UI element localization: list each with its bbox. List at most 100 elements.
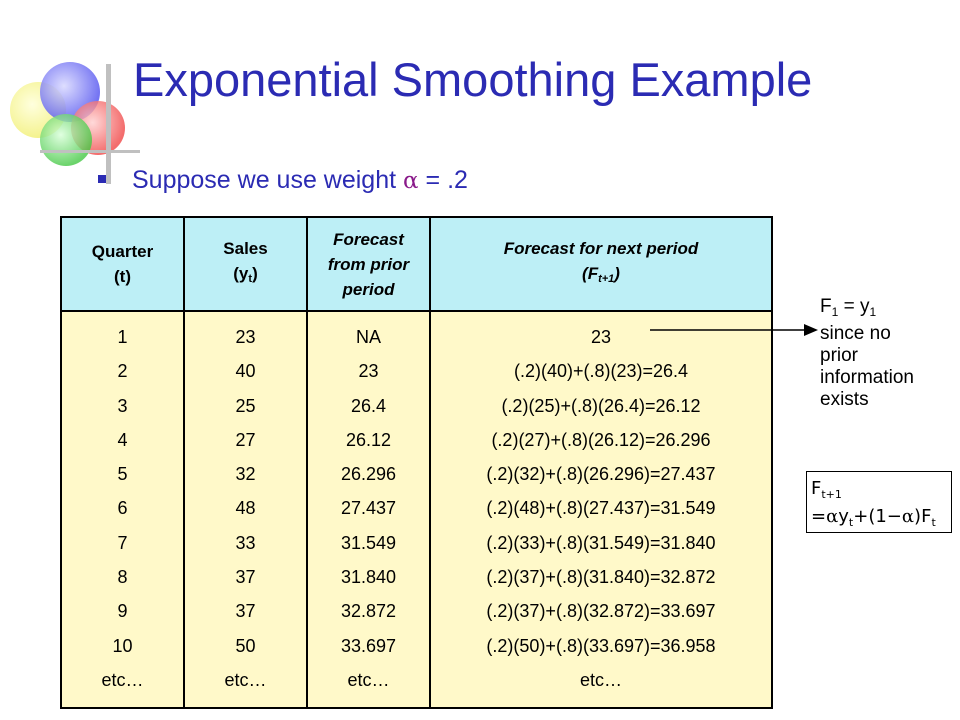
arrow-icon xyxy=(650,324,818,336)
header-forecast-next-label: Forecast for next period xyxy=(503,239,699,258)
sales-cell: etc… xyxy=(224,669,267,690)
forecast-prior-cell: 26.296 xyxy=(340,464,397,485)
forecast-prior-cell: 23 xyxy=(358,361,379,382)
smoothing-table: Quarter (t) Sales (yt) Forecast from pri… xyxy=(60,216,773,710)
quarter-cell: 9 xyxy=(117,601,128,622)
formula-rhs: =αyt+(1−α)Ft xyxy=(811,503,951,531)
note-line: since no xyxy=(820,323,891,344)
forecast-next-cell: (.2)(33)+(.8)(31.549)=31.840 xyxy=(486,532,716,553)
header-sales-subscript: t xyxy=(248,273,253,285)
header-forecast-next-open: (F xyxy=(582,264,599,283)
bullet-value: .2 xyxy=(447,166,468,194)
forecast-prior-cell: 26.12 xyxy=(345,429,392,450)
decorative-circles-icon xyxy=(10,62,140,184)
formula-f-sub: t+1 xyxy=(821,488,842,501)
forecast-prior-cell: 31.840 xyxy=(340,567,397,588)
quarter-cell: 7 xyxy=(117,532,128,553)
forecast-next-cell: (.2)(50)+(.8)(33.697)=36.958 xyxy=(486,635,716,656)
quarter-cell: 4 xyxy=(117,429,128,450)
forecast-next-cell: etc… xyxy=(579,669,622,690)
header-sales: Sales (yt) xyxy=(183,216,308,312)
alpha-symbol: α xyxy=(403,168,419,194)
formula-y-sub: t xyxy=(848,516,854,529)
formula-f: F xyxy=(811,478,822,499)
bullet-line: Suppose we use weight α = .2 xyxy=(98,166,468,195)
quarter-cell: etc… xyxy=(101,669,144,690)
header-quarter-label: Quarter xyxy=(91,242,154,261)
formula-eq: = xyxy=(811,506,827,527)
forecast-prior-cell: 27.437 xyxy=(340,498,397,519)
sales-cell: 37 xyxy=(235,601,256,622)
formula-alpha2: α xyxy=(901,506,915,527)
forecast-next-cell: (.2)(37)+(.8)(31.840)=32.872 xyxy=(486,567,716,588)
forecast-next-cell: (.2)(40)+(.8)(23)=26.4 xyxy=(513,361,689,382)
sales-cell: 33 xyxy=(235,532,256,553)
header-forecast-prior: Forecast from prior period xyxy=(306,216,431,312)
formula-ft: F xyxy=(921,506,932,527)
header-quarter: Quarter (t) xyxy=(60,216,185,312)
sales-cell: 40 xyxy=(235,361,256,382)
formula-ft-sub: t xyxy=(931,516,936,529)
quarter-cell: 2 xyxy=(117,361,128,382)
forecast-next-cell: (.2)(25)+(.8)(26.4)=26.12 xyxy=(501,395,701,416)
header-sales-label: Sales xyxy=(223,239,268,258)
header-forecast-next-subscript: t+1 xyxy=(598,273,615,285)
bullet-equals: = xyxy=(425,166,441,194)
initial-condition-note: F1 = y1 since no prior information exist… xyxy=(820,296,914,411)
header-quarter-sub: (t) xyxy=(114,267,131,286)
forecast-next-cell: 23 xyxy=(590,327,612,347)
forecast-prior-cell: 31.549 xyxy=(340,532,397,553)
formula-alpha: α xyxy=(826,506,839,527)
column-quarter: 1 2 3 4 5 6 7 8 9 10 etc… xyxy=(60,311,185,710)
note-line: exists xyxy=(820,389,869,410)
note-line: information xyxy=(820,367,914,388)
header-sales-open: (y xyxy=(233,264,249,283)
sales-cell: 27 xyxy=(235,429,256,450)
forecast-prior-cell: 32.872 xyxy=(340,601,397,622)
forecast-next-cell: (.2)(32)+(.8)(26.296)=27.437 xyxy=(486,464,716,485)
header-forecast-next: Forecast for next period (Ft+1) xyxy=(429,216,773,312)
forecast-prior-cell: NA xyxy=(355,327,381,347)
note-eq: = y xyxy=(843,296,870,317)
note-f: F xyxy=(820,296,832,317)
quarter-cell: 8 xyxy=(117,567,128,588)
formula-lhs: Ft+1 xyxy=(811,475,951,503)
sales-cell: 37 xyxy=(235,567,256,588)
quarter-cell: 3 xyxy=(117,395,128,416)
forecast-next-cell: (.2)(37)+(.8)(32.872)=33.697 xyxy=(486,601,716,622)
header-sales-close: ) xyxy=(252,264,258,283)
sales-cell: 48 xyxy=(235,498,256,519)
sales-cell: 50 xyxy=(235,635,256,656)
formula-plus: + xyxy=(853,506,869,527)
quarter-cell: 5 xyxy=(117,464,128,485)
page-title: Exponential Smoothing Example xyxy=(133,53,813,106)
column-sales: 23 40 25 27 32 48 33 37 37 50 etc… xyxy=(183,311,308,710)
note-y-sub: 1 xyxy=(869,305,877,319)
quarter-cell: 6 xyxy=(117,498,128,519)
header-forecast-next-sub: (Ft+1) xyxy=(437,261,765,292)
note-line: prior xyxy=(820,345,859,366)
note-equation: F1 = y1 xyxy=(820,296,914,323)
column-forecast-next: 23 (.2)(40)+(.8)(23)=26.4 (.2)(25)+(.8)(26… xyxy=(429,311,773,710)
bullet-text: Suppose we use weight xyxy=(132,166,397,194)
formula-paren-close: ) xyxy=(914,506,922,527)
forecast-prior-cell: 26.4 xyxy=(350,395,387,416)
header-forecast-prior-line1: Forecast xyxy=(333,229,404,249)
quarter-cell: 1 xyxy=(117,327,128,347)
header-forecast-next-close: ) xyxy=(614,264,620,283)
sales-cell: 25 xyxy=(235,395,256,416)
smoothing-formula: Ft+1 =αyt+(1−α)Ft xyxy=(806,471,952,533)
column-forecast-prior: NA 23 26.4 26.12 26.296 27.437 31.549 31.840 32.… xyxy=(306,311,431,710)
forecast-next-cell: (.2)(27)+(.8)(26.12)=26.296 xyxy=(491,429,711,450)
sales-cell: 23 xyxy=(235,327,256,347)
header-forecast-prior-line2: from prior xyxy=(327,254,410,274)
forecast-next-cell: (.2)(48)+(.8)(27.437)=31.549 xyxy=(486,498,716,519)
formula-y: y xyxy=(838,506,849,527)
header-sales-sub: (yt) xyxy=(191,261,300,292)
note-f-sub: 1 xyxy=(831,305,839,319)
forecast-prior-cell: 33.697 xyxy=(340,635,397,656)
header-forecast-prior-line3: period xyxy=(342,279,395,299)
bullet-square-icon xyxy=(98,175,106,184)
sales-cell: 32 xyxy=(235,464,256,485)
formula-paren: (1− xyxy=(868,506,902,527)
